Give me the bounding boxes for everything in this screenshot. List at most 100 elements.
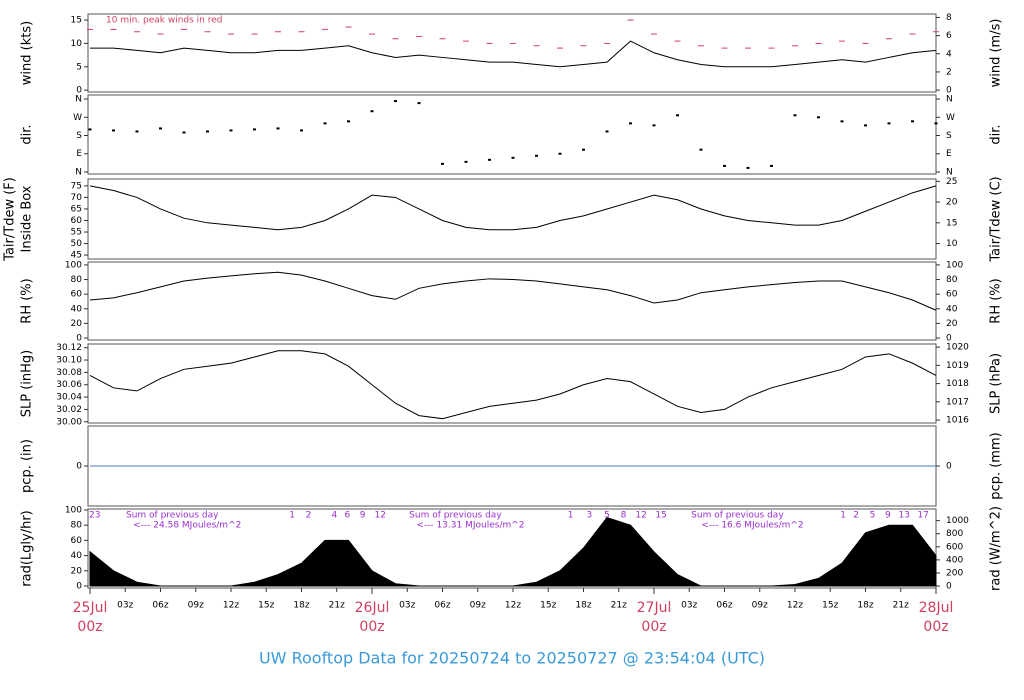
y2-tick-label: 1017 — [946, 397, 969, 407]
dir-point — [793, 114, 797, 117]
date-label: 26Jul — [355, 600, 390, 616]
dir-point — [582, 148, 585, 151]
hour-label: 15 — [655, 511, 666, 521]
hour-label: 12 — [374, 511, 385, 521]
y2-tick-label: 15 — [946, 218, 957, 228]
y-tick-label: 30.06 — [56, 380, 82, 390]
y-tick-label: 0 — [76, 462, 82, 472]
dir-point — [629, 122, 632, 125]
date-label: 28Jul — [919, 600, 954, 616]
y2-tick-label: 1018 — [946, 379, 969, 389]
y-tick-label: W — [73, 113, 82, 123]
y-tick-label: 10 — [71, 39, 83, 49]
dir-point — [159, 127, 162, 130]
y2-tick-label: 1000 — [946, 516, 969, 526]
y2-tick-label: N — [946, 95, 953, 105]
y-tick-label: 30.10 — [56, 356, 82, 366]
x-tick-label: 03z — [681, 601, 697, 611]
y2-tick-label: 400 — [946, 555, 963, 565]
y2-tick-label: 40 — [946, 304, 958, 314]
y2-tick-label: 80 — [946, 275, 958, 285]
y-tick-label: 70 — [71, 193, 83, 203]
y-tick-label: 20 — [71, 319, 83, 329]
panel-frame — [87, 343, 937, 424]
annotation: 10 min. peak winds in red — [106, 16, 223, 26]
dir-point — [864, 124, 867, 127]
x-tick-label: 15z — [258, 601, 274, 611]
y-tick-label: 0 — [76, 334, 82, 344]
y-tick-label: 60 — [71, 216, 83, 226]
sum-title: Sum of previous day — [126, 511, 219, 521]
dir-point — [417, 102, 421, 105]
panel: SLP (inHg) SLP (hPa) 30.00 30.02 30.04 30.06 3… — [20, 343, 1004, 428]
y-tick-label: 45 — [71, 251, 82, 261]
dir-point — [488, 158, 491, 161]
y2-tick-label: 20 — [946, 319, 958, 329]
hour-label: 23 — [89, 511, 100, 521]
dir-point — [347, 120, 350, 123]
y2-tick-label: 0 — [946, 582, 952, 592]
y-tick-label: 60 — [71, 290, 83, 300]
x-tick-label: 18z — [575, 601, 591, 611]
y2-tick-label: 1019 — [946, 361, 969, 371]
dir-point — [746, 166, 750, 169]
x-tick-label: 18z — [857, 601, 873, 611]
panel-frame — [87, 13, 937, 93]
x-tick-label: 09z — [752, 601, 768, 611]
sum-title: Sum of previous day — [691, 511, 784, 521]
y-tick-label: 80 — [71, 275, 83, 285]
hour-label: 1 — [840, 511, 846, 521]
x-tick-label: 12z — [505, 601, 521, 611]
hour-label: 5 — [604, 511, 610, 521]
y2-tick-label: 2 — [946, 67, 952, 77]
panel: pcp. (in) pcp. (mm) 0 0 — [20, 425, 1004, 507]
y-tick-label: 30.08 — [56, 368, 82, 378]
x-tick-label: 09z — [188, 601, 204, 611]
x-tick-label: 03z — [117, 601, 133, 611]
date-hour-label: 00z — [77, 619, 102, 635]
panel-frame — [87, 508, 937, 589]
y2-tick-label: E — [946, 149, 952, 159]
hour-label: 3 — [587, 511, 593, 521]
y2-axis-label: rad (W/m^2) — [989, 506, 1004, 591]
dir-point — [558, 152, 562, 155]
y-axis-label: RH (%) — [20, 278, 35, 323]
dir-point — [394, 100, 397, 103]
dir-point — [535, 154, 538, 157]
y2-tick-label: 100 — [946, 260, 963, 270]
hour-label: 1 — [289, 511, 295, 521]
x-tick-label: 06z — [716, 601, 732, 611]
hour-label: 4 — [332, 511, 338, 521]
dir-point — [934, 122, 938, 125]
dir-point — [276, 127, 280, 130]
y-axis-label: Tair/Tdew (F) — [3, 177, 18, 262]
y2-axis-label: RH (%) — [989, 278, 1004, 323]
y2-tick-label: 25 — [946, 177, 957, 187]
y-tick-label: 80 — [71, 521, 83, 531]
chart-title: UW Rooftop Data for 20250724 to 20250727… — [259, 649, 765, 668]
y-tick-label: 30.04 — [56, 393, 82, 403]
hour-label: 2 — [853, 511, 859, 521]
panel: rad(Lgly/hr) rad (W/m^2)02040608010002004… — [20, 505, 1004, 591]
y-tick-label: E — [76, 149, 82, 159]
y-tick-label: 100 — [65, 505, 82, 515]
sum-value: <--- 13.31 MJoules/m^2 — [416, 521, 524, 531]
x-tick-label: 12z — [223, 601, 239, 611]
dir-point — [511, 156, 515, 159]
y2-tick-label: N — [946, 167, 953, 177]
dir-point — [88, 128, 92, 131]
y-tick-label: 30.02 — [56, 405, 82, 415]
date-hour-label: 00z — [923, 619, 948, 635]
sum-title: Sum of previous day — [409, 511, 502, 521]
y-axis-label: pcp. (in) — [20, 439, 35, 493]
dir-point — [676, 114, 679, 117]
y2-axis-label: Tair/Tdew (C) — [989, 176, 1004, 262]
y-tick-label: N — [75, 95, 82, 105]
panel: RH (%) RH (%) 0 20 40 60 80 100 0 20 40 60 80 100 — [20, 260, 1004, 343]
y-axis-label: wind (kts) — [20, 21, 35, 85]
y-tick-label: 50 — [71, 239, 83, 249]
x-tick-label: 06z — [152, 601, 168, 611]
x-tick-label: 06z — [434, 601, 450, 611]
y-axis-label: dir. — [20, 124, 35, 144]
